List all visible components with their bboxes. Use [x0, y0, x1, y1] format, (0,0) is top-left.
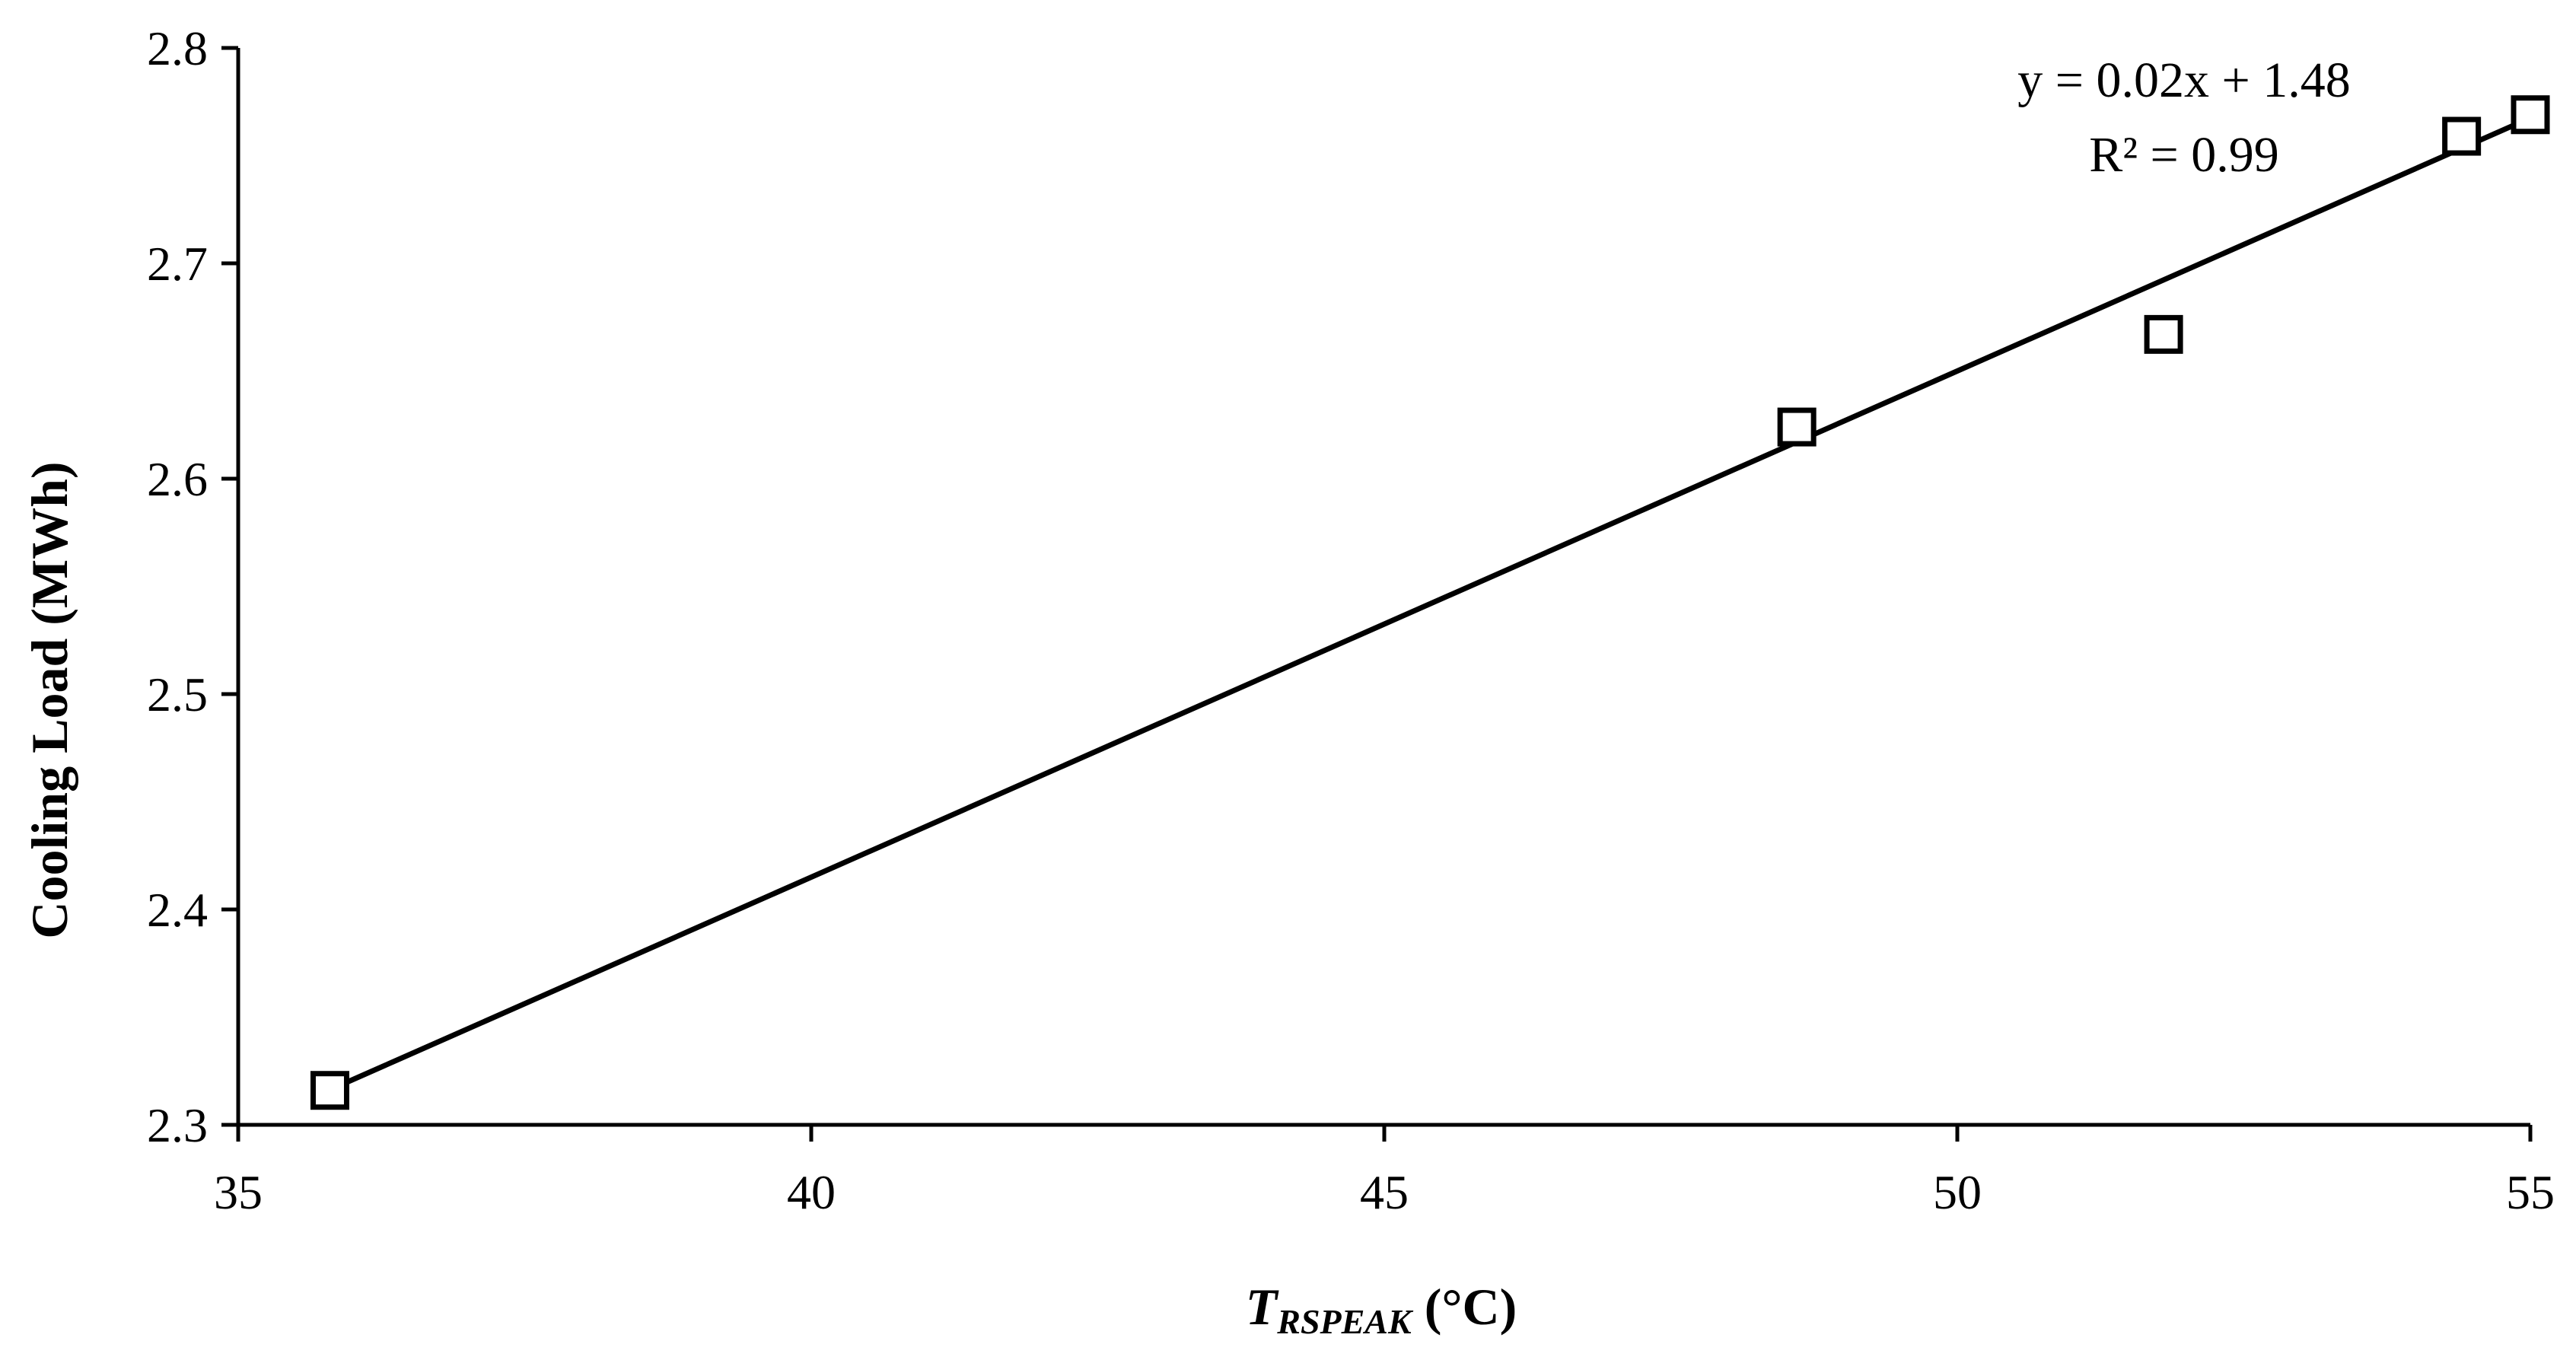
data-point	[2442, 116, 2482, 156]
data-point	[2511, 95, 2550, 135]
y-tick-label: 2.4	[147, 883, 208, 937]
x-tick-label: 50	[1933, 1165, 1982, 1219]
x-tick-label: 40	[787, 1165, 836, 1219]
x-tick-label: 35	[214, 1165, 263, 1219]
y-tick-label: 2.7	[147, 237, 208, 291]
y-axis-title: Cooling Load (MWh)	[21, 461, 78, 938]
x-axis-title: TRSPEAK (°C)	[1246, 1278, 1517, 1341]
x-tick-label: 45	[1360, 1165, 1409, 1219]
trendline-equation: y = 0.02x + 1.48	[2017, 53, 2350, 108]
y-tick-label: 2.8	[147, 21, 208, 75]
data-point	[310, 1071, 349, 1110]
ticks: 2.3 2.4 2.5 2.6 2.7 2.8 35 40 45 50 55	[147, 21, 2555, 1219]
trendline	[329, 115, 2532, 1093]
x-axis-title-unit: (°C)	[1412, 1278, 1517, 1336]
trendline-r-squared: R² = 0.99	[2089, 127, 2279, 183]
y-tick-label: 2.5	[147, 667, 208, 721]
x-tick-label: 55	[2506, 1165, 2555, 1219]
data-points	[310, 95, 2550, 1110]
y-tick-label: 2.6	[147, 452, 208, 506]
trendline-group	[329, 115, 2532, 1093]
axes	[236, 48, 2530, 1127]
y-tick-label: 2.3	[147, 1098, 208, 1152]
data-point	[1777, 407, 1817, 447]
trendline-annotation: y = 0.02x + 1.48 R² = 0.99	[2017, 53, 2350, 183]
x-axis-title-main: T	[1246, 1278, 1279, 1336]
x-axis-title-subscript: RSPEAK	[1276, 1302, 1414, 1341]
data-point	[2144, 314, 2183, 354]
